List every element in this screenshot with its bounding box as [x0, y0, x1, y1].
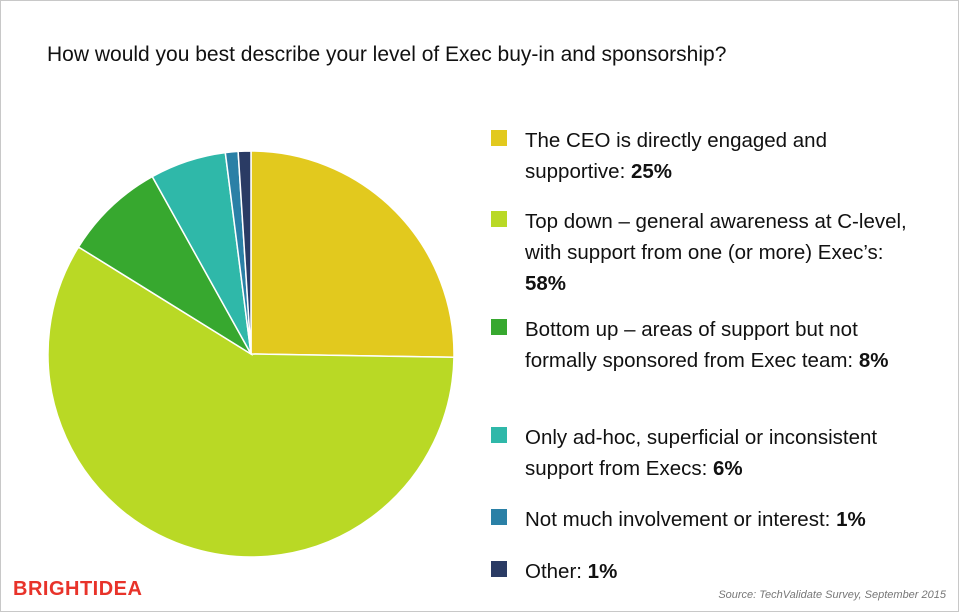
legend-text: Not much involvement or interest: 1%: [525, 504, 925, 535]
pie-slice: [77, 175, 254, 357]
value-label: 25%: [630, 160, 673, 183]
legend-label: Bottom up – areas of support but not for…: [525, 318, 858, 372]
value-label: 1%: [836, 508, 866, 531]
pie-slice: [250, 150, 455, 358]
legend-swatch: [491, 211, 507, 227]
legend-text: Only ad-hoc, superficial or inconsistent…: [525, 422, 925, 484]
source-note: Source: TechValidate Survey, September 2…: [718, 589, 946, 601]
value-label: 58%: [525, 272, 567, 295]
legend-text: Other: 1%: [525, 556, 925, 587]
chart-title: How would you best describe your level o…: [47, 43, 727, 66]
value-label: 8%: [858, 349, 889, 372]
pie-slice: [47, 245, 455, 558]
legend-swatch: [491, 427, 507, 443]
legend-label: Only ad-hoc, superficial or inconsistent…: [525, 426, 878, 480]
legend-swatch: [491, 509, 507, 525]
legend-label: The CEO is directly engaged and supporti…: [525, 129, 827, 183]
legend-label: Other:: [525, 560, 582, 583]
value-label: 1%: [587, 560, 618, 583]
logo: BRIGHTIDEA: [13, 578, 143, 600]
legend-swatch: [491, 130, 507, 146]
value-label: 6%: [713, 457, 743, 480]
legend-label: Not much involvement or interest:: [525, 508, 831, 531]
pie: [47, 150, 455, 558]
legend-text: Bottom up – areas of support but not for…: [525, 314, 925, 376]
legend-text: The CEO is directly engaged and supporti…: [525, 125, 925, 187]
legend-swatch: [491, 319, 507, 335]
legend-label: Top down – general awareness at C-level,…: [525, 210, 907, 264]
legend-swatch: [491, 561, 507, 577]
legend-text: Top down – general awareness at C-level,…: [525, 206, 925, 299]
pie-slice: [237, 150, 252, 355]
